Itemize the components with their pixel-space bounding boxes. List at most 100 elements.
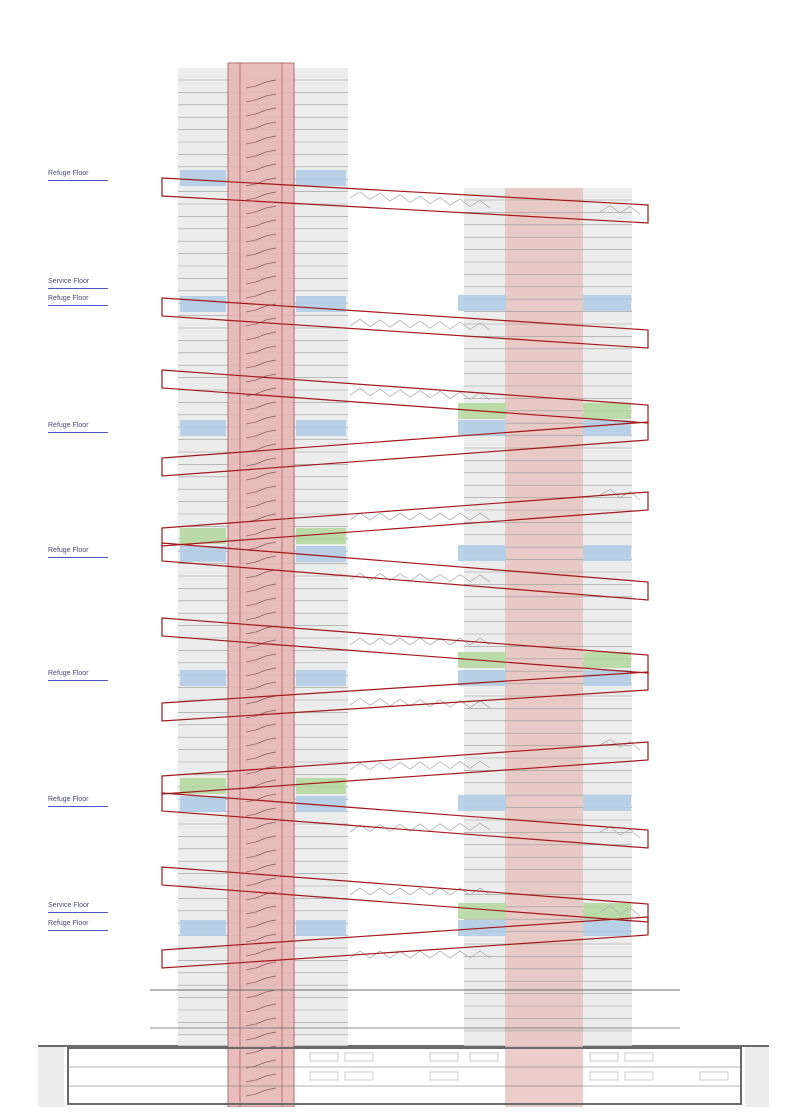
refuge-floor-band xyxy=(458,795,506,811)
bracing-member xyxy=(161,916,649,969)
bridge-truss xyxy=(349,822,491,833)
bridge-truss xyxy=(349,387,491,401)
stair-flight xyxy=(245,961,277,971)
stair-flight xyxy=(245,485,277,495)
bridge-truss xyxy=(349,318,491,331)
stair-flight xyxy=(245,205,277,215)
refuge-floor-band xyxy=(458,545,506,561)
parking-bay xyxy=(699,1071,729,1081)
label-refuge-floor: Refuge Floor xyxy=(48,796,108,807)
stair-flight xyxy=(245,681,277,691)
stair-flight xyxy=(245,723,277,733)
stair-flight xyxy=(245,219,277,229)
stair-flight xyxy=(245,79,277,89)
bridge-truss xyxy=(599,738,641,751)
refuge-floor-band xyxy=(296,920,346,936)
stair-flight xyxy=(245,569,277,579)
diagonal-bracing xyxy=(161,177,649,969)
stair-flight xyxy=(245,737,277,747)
label-refuge-floor: Refuge Floor xyxy=(48,547,108,558)
label-refuge-floor: Refuge Floor xyxy=(48,920,108,931)
stair-flight xyxy=(245,247,277,257)
ground-hatch xyxy=(38,1045,769,1107)
stair-flight xyxy=(245,625,277,635)
label-service-floor: Service Floor xyxy=(48,278,108,289)
stair-flight xyxy=(245,429,277,439)
refuge-floor-band xyxy=(180,670,226,686)
parking-bay xyxy=(624,1052,654,1062)
basement-parking-bays xyxy=(309,1052,729,1081)
service-floor-band xyxy=(458,903,506,919)
parking-bay xyxy=(589,1071,619,1081)
stair-flight xyxy=(245,989,277,999)
parking-bay xyxy=(309,1052,339,1062)
stair-flight xyxy=(245,933,277,943)
stair-flight xyxy=(245,163,277,173)
stair-flight xyxy=(245,863,277,873)
refuge-floor-band xyxy=(180,546,226,562)
stair-flight xyxy=(245,835,277,845)
stair-flight xyxy=(245,261,277,271)
parking-bay xyxy=(624,1071,654,1081)
stair-flight xyxy=(245,821,277,831)
bridge-truss xyxy=(599,905,641,917)
bridge-trusses xyxy=(349,191,641,959)
stair-flight xyxy=(245,1031,277,1041)
stair-flight xyxy=(245,149,277,159)
stair-flight xyxy=(245,1003,277,1013)
stair-flight xyxy=(245,765,277,775)
stair-flight xyxy=(245,807,277,817)
stair-flight xyxy=(245,751,277,761)
label-service-floor: Service Floor xyxy=(48,902,108,913)
refuge-floor-band xyxy=(458,295,506,311)
parking-bay xyxy=(344,1052,374,1062)
refuge-floor-band xyxy=(583,545,631,561)
stair-flight xyxy=(245,653,277,663)
stair-flight xyxy=(245,471,277,481)
stair-flight xyxy=(245,191,277,201)
service-floor-band xyxy=(296,778,346,794)
label-refuge-floor: Refuge Floor xyxy=(48,170,108,181)
stair-flight xyxy=(245,779,277,789)
parking-bay xyxy=(344,1071,374,1081)
stair-flight xyxy=(245,541,277,551)
parking-bay xyxy=(429,1052,459,1062)
bridge-truss xyxy=(349,512,491,521)
stair-flight xyxy=(245,975,277,985)
label-refuge-floor: Refuge Floor xyxy=(48,422,108,433)
stair-flight xyxy=(245,1017,277,1027)
bridge-truss xyxy=(599,205,641,215)
stair-flight xyxy=(245,457,277,467)
stair-flight xyxy=(245,233,277,243)
bracing-member xyxy=(161,741,649,795)
label-refuge-floor: Refuge Floor xyxy=(48,295,108,306)
stair-flight xyxy=(245,947,277,957)
bridge-truss xyxy=(349,760,491,771)
stair-flight xyxy=(245,345,277,355)
refuge-floor-band xyxy=(296,170,346,186)
stair-flight xyxy=(245,373,277,383)
bracing-member xyxy=(161,542,649,601)
stair-flight xyxy=(245,107,277,117)
refuge-floor-band xyxy=(180,796,226,812)
podium-basement xyxy=(67,989,742,1105)
bridge-truss xyxy=(599,826,641,839)
stair-flight xyxy=(245,667,277,677)
bridge-truss xyxy=(599,488,641,501)
parking-bay xyxy=(309,1071,339,1081)
stair-flight xyxy=(245,583,277,593)
bridge-truss xyxy=(349,887,491,896)
parking-bay xyxy=(469,1052,499,1062)
parking-bay xyxy=(589,1052,619,1062)
bracing-member xyxy=(161,421,649,477)
refuge-floor-band xyxy=(296,796,346,812)
left-core xyxy=(227,62,295,1108)
refuge-floor-band xyxy=(180,420,226,436)
refuge-floor-band xyxy=(583,420,631,436)
stair-flight xyxy=(245,527,277,537)
stair-flight xyxy=(245,1087,277,1097)
stair-flight xyxy=(245,877,277,887)
stair-flights xyxy=(245,79,277,1097)
stair-flight xyxy=(245,331,277,341)
stair-flight xyxy=(245,401,277,411)
